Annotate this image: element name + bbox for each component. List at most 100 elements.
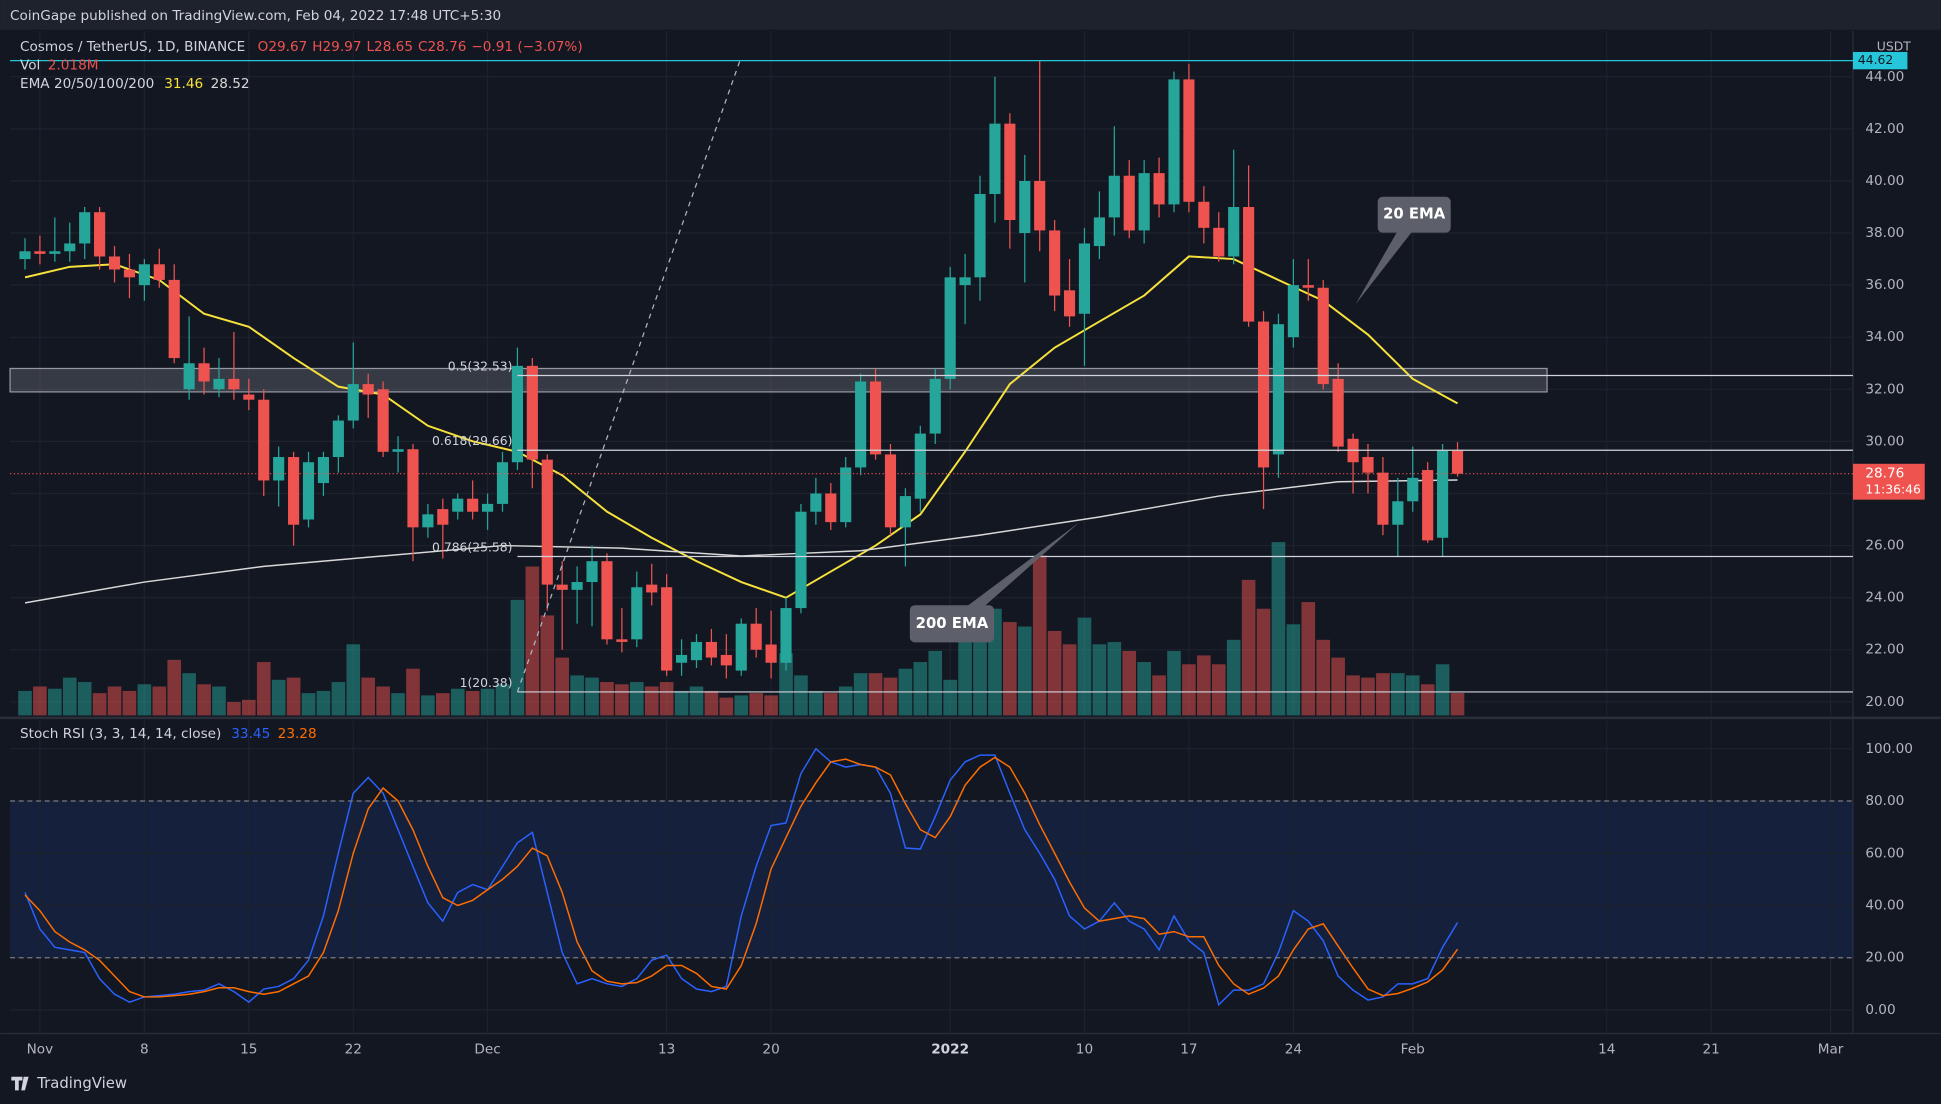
candle-body bbox=[1422, 470, 1434, 541]
volume-bar bbox=[1271, 542, 1286, 716]
candle-body bbox=[258, 399, 270, 481]
volume-bar bbox=[838, 686, 853, 716]
resistance-zone bbox=[9, 367, 1548, 393]
candle-body bbox=[49, 251, 61, 254]
legend-item: H29.97 bbox=[312, 39, 361, 55]
volume-bar bbox=[18, 690, 32, 716]
volume-bar bbox=[465, 690, 480, 716]
candle-body bbox=[392, 449, 404, 452]
volume-bar bbox=[853, 673, 868, 716]
candle-body bbox=[750, 623, 762, 650]
candle-body bbox=[840, 467, 852, 523]
volume-legend: Vol 2.018M bbox=[20, 58, 99, 74]
volume-bar bbox=[361, 677, 376, 716]
volume-bar bbox=[436, 693, 450, 716]
candle-body bbox=[1317, 287, 1329, 385]
volume-bar bbox=[1226, 639, 1241, 716]
high-price-box bbox=[1852, 51, 1908, 70]
volume-bar bbox=[92, 693, 107, 716]
legend-item: 33.45 bbox=[231, 726, 270, 742]
volume-bar bbox=[689, 686, 704, 716]
y-tick-label: 36.00 bbox=[1865, 277, 1904, 293]
candle-body bbox=[1049, 230, 1061, 296]
volume-bar bbox=[883, 677, 898, 716]
y-tick-label: 22.00 bbox=[1865, 642, 1904, 658]
candle-body bbox=[64, 243, 76, 252]
candle-body bbox=[556, 584, 568, 590]
volume-bar bbox=[913, 662, 928, 716]
volume-bar bbox=[868, 673, 883, 716]
volume-bar bbox=[1316, 639, 1331, 716]
volume-bar bbox=[585, 677, 599, 716]
candle-body bbox=[452, 498, 464, 512]
volume-bar bbox=[1122, 650, 1137, 716]
volume-bar bbox=[331, 682, 346, 716]
candle-body bbox=[407, 449, 419, 528]
callout-label: 200 EMA bbox=[916, 614, 989, 632]
candle-body bbox=[496, 462, 509, 504]
fib-label: 0.618(29.66) bbox=[432, 434, 512, 448]
volume-bar bbox=[629, 682, 644, 716]
volume-bar bbox=[450, 688, 465, 716]
candle-body bbox=[302, 462, 315, 520]
publish-header: CoinGape published on TradingView.com, F… bbox=[10, 8, 501, 24]
volume-bar bbox=[958, 639, 972, 716]
candle-body bbox=[1377, 472, 1389, 525]
candle-body bbox=[213, 378, 225, 390]
stoch-tick-label: 0.00 bbox=[1865, 1002, 1895, 1018]
volume-bar bbox=[1405, 675, 1420, 716]
candle-body bbox=[19, 251, 31, 260]
volume-bar bbox=[152, 686, 167, 716]
volume-bar bbox=[1047, 630, 1062, 716]
candle-body bbox=[1019, 180, 1031, 234]
y-tick-label: 24.00 bbox=[1865, 590, 1904, 606]
candle-body bbox=[511, 365, 523, 463]
x-tick-label: 24 bbox=[1285, 1042, 1302, 1058]
volume-bar bbox=[346, 644, 361, 716]
footer-brand: TradingView bbox=[36, 1074, 127, 1092]
last-price-box bbox=[1852, 463, 1925, 500]
volume-bar bbox=[540, 615, 555, 716]
volume-bar bbox=[197, 684, 211, 716]
publish-bar bbox=[0, 0, 1941, 30]
candle-body bbox=[1362, 457, 1374, 473]
candle-body bbox=[1168, 79, 1180, 205]
volume-bar bbox=[122, 690, 137, 716]
volume-bar bbox=[107, 686, 122, 716]
candle-body bbox=[243, 394, 255, 400]
candle-body bbox=[989, 123, 1001, 194]
volume-bar bbox=[1003, 622, 1017, 716]
candle-body bbox=[1138, 173, 1150, 231]
callout-box bbox=[1377, 196, 1451, 233]
x-tick-label: Feb bbox=[1401, 1042, 1425, 1058]
candle-body bbox=[586, 561, 598, 583]
volume-bar bbox=[62, 677, 77, 716]
volume-bar bbox=[659, 682, 674, 716]
legend-item: O29.67 bbox=[258, 39, 308, 55]
candle-body bbox=[914, 433, 926, 499]
candle-body bbox=[1302, 285, 1314, 288]
candle-body bbox=[79, 212, 91, 244]
candle-body bbox=[1213, 227, 1225, 257]
candle-body bbox=[944, 277, 956, 379]
volume-bar bbox=[809, 690, 823, 716]
volume-bar bbox=[600, 682, 614, 716]
candle-body bbox=[377, 389, 389, 452]
candle-body bbox=[720, 654, 732, 666]
candle-body bbox=[541, 459, 553, 585]
legend-item: 23.28 bbox=[278, 726, 317, 742]
volume-bar bbox=[1182, 664, 1196, 716]
legend-item: Cosmos / TetherUS, 1D, BINANCE bbox=[20, 39, 245, 55]
volume-bar bbox=[1211, 664, 1226, 716]
volume-bar bbox=[704, 690, 719, 716]
candle-body bbox=[675, 654, 688, 663]
volume-bar bbox=[376, 686, 390, 716]
fib-label: 1(20.38) bbox=[460, 676, 513, 690]
candle-body bbox=[1437, 449, 1449, 538]
candle-body bbox=[288, 457, 300, 525]
legend-item: 2.018M bbox=[48, 58, 99, 74]
volume-bar bbox=[1062, 644, 1077, 716]
volume-bar bbox=[764, 695, 778, 716]
volume-bar bbox=[1420, 684, 1435, 716]
